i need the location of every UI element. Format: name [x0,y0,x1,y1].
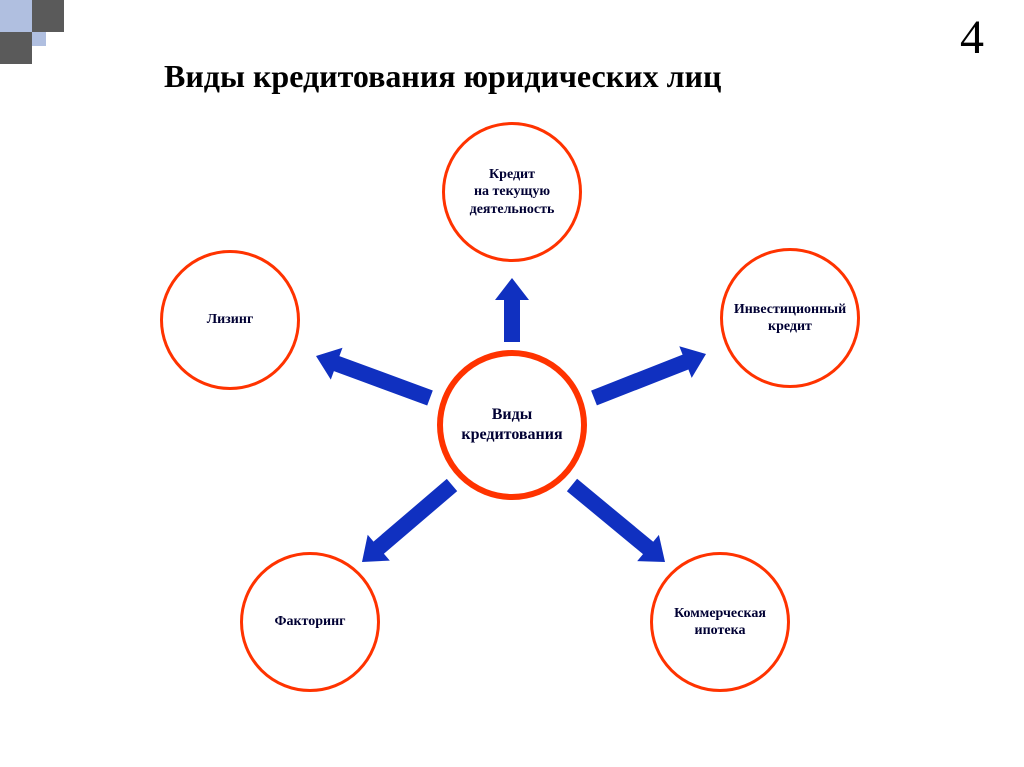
slide-title: Виды кредитования юридических лиц [164,58,721,95]
node-label-right: Инвестиционныйкредит [728,301,852,336]
node-label-left: Лизинг [201,311,260,329]
arrow-bottom-left [362,479,457,562]
deco-square [32,0,64,32]
slide-number: 4 [960,10,984,65]
slide: { "slide_number": "4", "title": { "text"… [0,0,1024,767]
node-bottom-right: Коммерческаяипотека [650,552,790,692]
arrow-top [495,278,529,342]
center-node-label: Видыкредитования [455,405,568,445]
arrow-bottom-right [567,479,665,562]
arrow-right [591,346,706,405]
center-node: Видыкредитования [437,350,587,500]
node-label-top: Кредитна текущуюдеятельность [464,166,561,219]
node-bottom-left: Факторинг [240,552,380,692]
node-label-bottom-left: Факторинг [268,613,351,631]
deco-square [32,32,46,46]
deco-square [0,0,32,32]
node-top: Кредитна текущуюдеятельность [442,122,582,262]
node-right: Инвестиционныйкредит [720,248,860,388]
node-label-bottom-right: Коммерческаяипотека [668,605,772,640]
node-left: Лизинг [160,250,300,390]
arrow-left [316,348,433,406]
deco-square [0,32,32,64]
